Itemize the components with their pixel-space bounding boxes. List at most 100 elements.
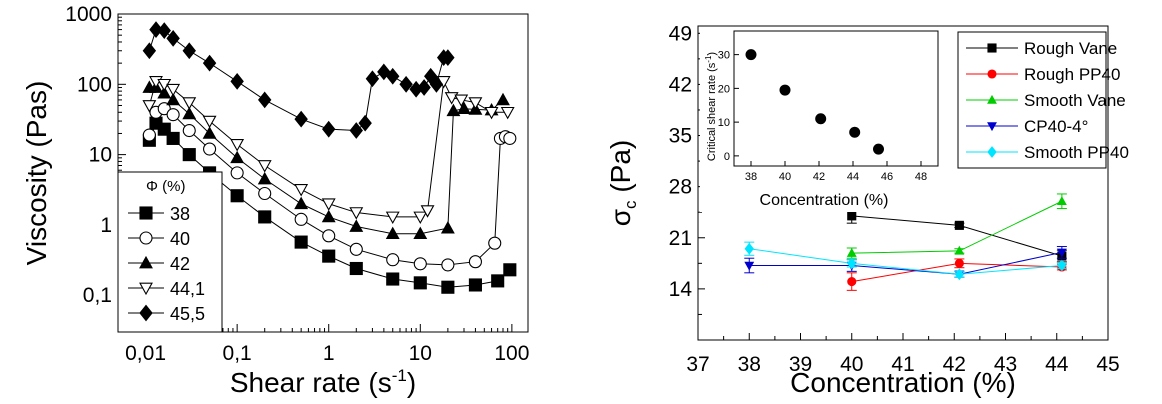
- viscosity-data-point: [258, 91, 272, 109]
- viscosity-data-point: [166, 30, 180, 47]
- stress-x-tick-label: 41: [891, 353, 914, 376]
- stress-data-point: [847, 257, 857, 270]
- stress-y-label-sub: c: [621, 200, 640, 209]
- viscosity-data-point: [157, 22, 171, 40]
- inset-x-tick-label: 48: [915, 171, 927, 183]
- viscosity-data-point: [413, 276, 427, 290]
- stress-data-point: [954, 245, 965, 255]
- stress-series-line: [749, 251, 1062, 275]
- inset-y-tick-label: 30: [718, 50, 730, 62]
- viscosity-legend-marker: [139, 231, 153, 245]
- viscosity-legend-marker: [139, 255, 153, 269]
- stress-series-2: [846, 193, 1067, 259]
- stress-y-tick-label: 21: [669, 227, 692, 250]
- stress-data-point: [1056, 196, 1067, 206]
- viscosity-data-point: [182, 42, 196, 60]
- viscosity-data-point: [294, 110, 308, 128]
- stress-data-point: [954, 258, 964, 268]
- viscosity-data-point: [444, 92, 459, 105]
- viscosity-data-point: [202, 54, 217, 72]
- viscosity-x-tick-label: 0,01: [125, 342, 166, 365]
- stress-x-axis-label: Concentration (%): [790, 367, 1016, 398]
- viscosity-data-point: [454, 94, 469, 108]
- viscosity-data-point: [149, 21, 163, 38]
- viscosity-data-point: [420, 205, 435, 218]
- viscosity-data-point: [166, 83, 181, 97]
- stress-y-tick-label: 49: [669, 22, 692, 45]
- viscosity-data-point: [468, 255, 482, 269]
- viscosity-data-point: [386, 272, 400, 286]
- viscosity-data-point: [257, 171, 272, 185]
- viscosity-legend-label: 44,1: [170, 279, 205, 299]
- viscosity-data-point: [468, 97, 483, 110]
- viscosity-data-point: [496, 92, 510, 106]
- viscosity-data-point: [230, 73, 244, 90]
- viscosity-data-point: [491, 274, 505, 288]
- viscosity-data-point: [413, 226, 428, 240]
- viscosity-legend-label: 40: [170, 229, 190, 249]
- viscosity-series: [142, 21, 517, 294]
- inset-y-axis-label: Critical shear rate (s-1): [704, 52, 718, 161]
- stress-x-tick-label: 38: [738, 353, 761, 376]
- viscosity-data-point: [321, 209, 336, 223]
- viscosity-x-tick-label: 100: [494, 342, 529, 365]
- viscosity-data-point: [417, 79, 431, 96]
- stress-data-point: [1056, 248, 1067, 258]
- stress-series-3: [744, 246, 1067, 280]
- viscosity-data-point: [399, 75, 413, 93]
- viscosity-x-label-close: ): [407, 367, 416, 398]
- viscosity-data-point: [182, 106, 197, 120]
- viscosity-series-4: [142, 21, 455, 139]
- inset-data-point: [745, 49, 757, 61]
- stress-data-point: [847, 211, 857, 221]
- viscosity-y-tick-label: 1000: [65, 3, 112, 26]
- viscosity-data-point: [182, 97, 197, 110]
- stress-y-label-main: σ: [605, 209, 636, 226]
- viscosity-axes: 0,01 0,1 1 10 100 0,1 1 10 100 1000: [65, 3, 529, 365]
- viscosity-x-label-sup: -1: [392, 366, 407, 385]
- viscosity-x-axis-label: Shear rate (s-1): [230, 366, 416, 398]
- viscosity-data-point: [365, 70, 380, 88]
- inset-data-point: [815, 113, 827, 125]
- viscosity-data-point: [358, 114, 372, 132]
- viscosity-legend-marker: [139, 206, 153, 220]
- stress-y-tick-label: 14: [669, 278, 693, 301]
- stress-data-point: [847, 277, 857, 287]
- viscosity-data-point: [386, 253, 400, 267]
- critical-shear-rate-inset: 38 40 42 44 46 48 0 10 20 30 Critical shear rate …: [700, 28, 944, 212]
- viscosity-data-point: [441, 280, 455, 294]
- stress-y-tick-label: 42: [669, 73, 692, 96]
- inset-x-tick-label: 40: [779, 171, 791, 183]
- viscosity-data-point: [386, 67, 400, 85]
- viscosity-data-point: [294, 196, 309, 210]
- viscosity-data-point: [157, 85, 172, 99]
- stress-x-tick-label: 40: [840, 353, 863, 376]
- viscosity-legend: Φ (%) 38 40 42 44,1 45,5: [117, 171, 223, 333]
- viscosity-data-point: [349, 261, 363, 276]
- stress-legend-marker: [987, 146, 997, 158]
- stress-axes: 37 38 39 40 41 42 43 44 45 14 21 28 35 42 49: [669, 22, 1120, 376]
- stress-y-tick-label: 35: [669, 125, 692, 148]
- stress-data-point: [1057, 259, 1067, 272]
- viscosity-data-point: [142, 42, 157, 60]
- viscosity-data-point: [322, 120, 336, 138]
- stress-x-tick-label: 42: [943, 353, 966, 376]
- viscosity-data-point: [349, 242, 363, 256]
- stress-legend-marker: [987, 94, 997, 104]
- viscosity-y-tick-label: 10: [89, 144, 112, 167]
- inset-series: [745, 49, 884, 155]
- inset-x-axis-label: Concentration (%): [760, 192, 889, 209]
- viscosity-data-point: [166, 131, 180, 145]
- inset-y-tick-label: 0: [724, 151, 730, 163]
- stress-legend-label: Rough Vane: [1024, 39, 1117, 58]
- viscosity-data-point: [349, 122, 363, 139]
- inset-y-label-close: ): [706, 52, 718, 56]
- viscosity-data-point: [258, 210, 272, 224]
- viscosity-data-point: [488, 236, 502, 250]
- inset-y-label-sup: -1: [704, 55, 713, 63]
- inset-data-point: [873, 143, 884, 155]
- inset-data-point: [779, 84, 791, 96]
- viscosity-data-point: [257, 160, 272, 173]
- viscosity-x-tick-label: 1: [323, 342, 335, 365]
